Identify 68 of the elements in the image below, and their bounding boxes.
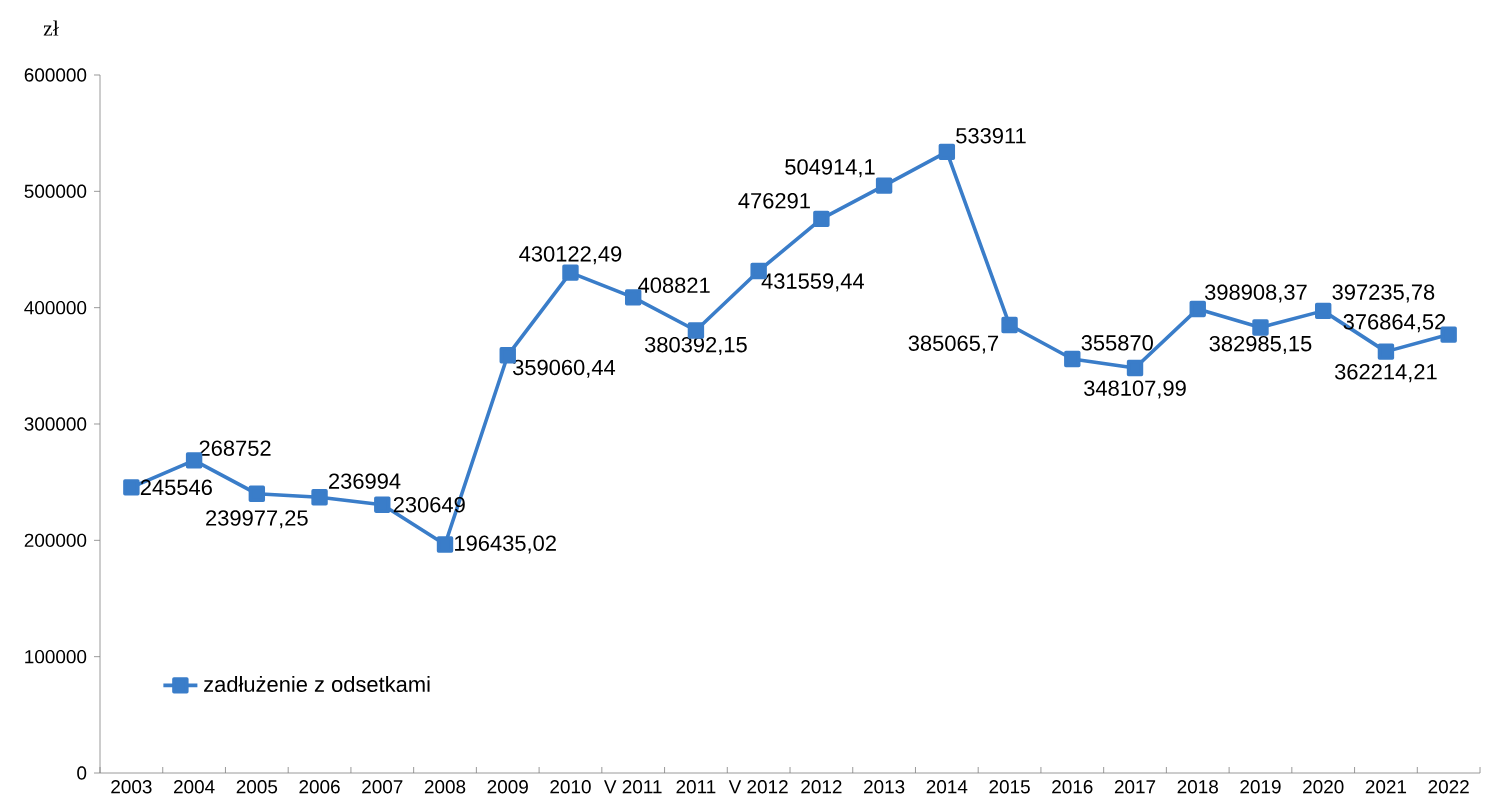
x-tick-label: 2006 <box>299 780 340 794</box>
x-tick-label: 2011 <box>676 780 716 794</box>
x-tick-label: 2004 <box>173 780 215 794</box>
x-tick-label: 2022 <box>1428 780 1469 794</box>
x-tick-label: 2005 <box>236 780 278 794</box>
x-tick-label: 2015 <box>989 780 1030 794</box>
point <box>938 143 956 161</box>
x-tick-label: 2007 <box>362 780 403 794</box>
point <box>562 264 579 281</box>
y-tick-label: 400000 <box>24 300 87 315</box>
data-label: 533911 <box>956 127 1026 144</box>
x-tick-label: 2020 <box>1303 780 1344 794</box>
data-label: 355870 <box>1081 335 1153 351</box>
legend-label: zadłużenie z odsetkami <box>204 675 430 693</box>
data-label: 359060,44 <box>512 359 616 378</box>
data-label: 398908,37 <box>1204 284 1307 303</box>
data-label: 245546 <box>140 479 212 496</box>
y-tick-label: 500000 <box>24 184 87 199</box>
y-tick-label: 100000 <box>25 649 87 664</box>
data-label: 239977,25 <box>206 510 308 529</box>
y-tick-label: 0 <box>77 766 87 780</box>
x-tick-label: 2018 <box>1177 780 1218 794</box>
x-tick-label: 2021 <box>1365 780 1407 794</box>
x-tick-label: 2009 <box>487 780 528 794</box>
point <box>1064 350 1081 368</box>
x-tick-label: 2008 <box>424 780 466 794</box>
point <box>813 210 830 228</box>
x-tick-label: 2017 <box>1114 780 1156 794</box>
y-tick-label: 600000 <box>24 68 87 82</box>
data-label: 236994 <box>329 473 401 489</box>
x-tick-label: V 2012 <box>728 780 788 794</box>
data-label: 268752 <box>199 440 271 456</box>
point <box>1126 359 1144 377</box>
point <box>1377 343 1395 360</box>
point <box>875 177 893 194</box>
point <box>374 496 391 513</box>
x-tick-label: 2013 <box>863 780 905 794</box>
point <box>1252 319 1269 336</box>
data-label: 348107,99 <box>1084 380 1186 399</box>
y-tick-label: 200000 <box>24 533 87 548</box>
data-label: 431559,44 <box>761 273 864 292</box>
x-tick-label: V 2011 <box>604 780 662 794</box>
data-label: 385065,7 <box>908 335 999 354</box>
x-tick-label: 2010 <box>550 780 591 794</box>
point <box>248 485 266 503</box>
point <box>123 479 140 496</box>
data-label: 504914,1 <box>785 159 875 178</box>
x-tick-label: 2014 <box>926 780 968 794</box>
data-label: 362214,21 <box>1334 364 1437 383</box>
data-label: 408821 <box>638 277 710 294</box>
y-axis-title: zł <box>43 20 59 36</box>
y-tick-label: 300000 <box>24 417 87 431</box>
point <box>311 489 328 506</box>
data-label: 376864,52 <box>1343 314 1446 333</box>
data-label: 196435,02 <box>455 535 556 554</box>
data-label: 397235,78 <box>1332 284 1435 303</box>
x-tick-label: 2012 <box>801 780 842 794</box>
point <box>1315 302 1332 320</box>
point <box>1001 316 1018 334</box>
data-label: 430122,49 <box>519 246 622 265</box>
data-label: 382985,15 <box>1209 335 1312 354</box>
point <box>436 536 454 553</box>
x-tick-label: 2016 <box>1052 780 1093 794</box>
point <box>1189 300 1206 318</box>
x-tick-label: 2003 <box>111 780 152 794</box>
data-label: 380392,15 <box>644 336 747 355</box>
data-label: 476291 <box>738 193 810 209</box>
x-tick-label: 2019 <box>1240 780 1281 794</box>
